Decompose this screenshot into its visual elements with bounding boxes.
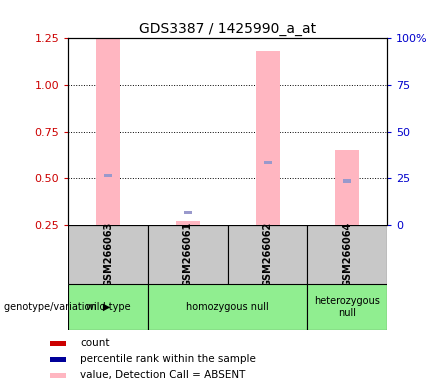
Bar <box>176 221 200 225</box>
Bar <box>68 284 148 330</box>
Text: heterozygous
null: heterozygous null <box>315 296 380 318</box>
Bar <box>308 284 387 330</box>
Bar <box>308 225 387 284</box>
Bar <box>104 174 112 177</box>
Bar <box>343 179 351 183</box>
Bar <box>148 284 308 330</box>
Bar <box>228 225 308 284</box>
Text: GSM266063: GSM266063 <box>103 222 113 287</box>
Text: GSM266062: GSM266062 <box>263 222 272 287</box>
Bar <box>50 357 66 362</box>
Text: homozygous null: homozygous null <box>186 302 269 312</box>
Title: GDS3387 / 1425990_a_at: GDS3387 / 1425990_a_at <box>139 22 316 36</box>
Text: count: count <box>81 338 110 348</box>
Bar <box>256 51 279 225</box>
Text: GSM266061: GSM266061 <box>183 222 193 287</box>
Bar <box>50 341 66 346</box>
Text: value, Detection Call = ABSENT: value, Detection Call = ABSENT <box>81 371 246 381</box>
Text: GSM266064: GSM266064 <box>342 222 352 287</box>
Bar <box>68 225 148 284</box>
Text: percentile rank within the sample: percentile rank within the sample <box>81 354 256 364</box>
Bar <box>148 225 228 284</box>
Text: genotype/variation  ▶: genotype/variation ▶ <box>4 302 111 312</box>
Text: wild type: wild type <box>86 302 130 312</box>
Bar <box>184 211 192 214</box>
Bar <box>50 373 66 378</box>
Bar <box>96 38 120 225</box>
Bar <box>335 150 359 225</box>
Bar <box>264 161 271 164</box>
